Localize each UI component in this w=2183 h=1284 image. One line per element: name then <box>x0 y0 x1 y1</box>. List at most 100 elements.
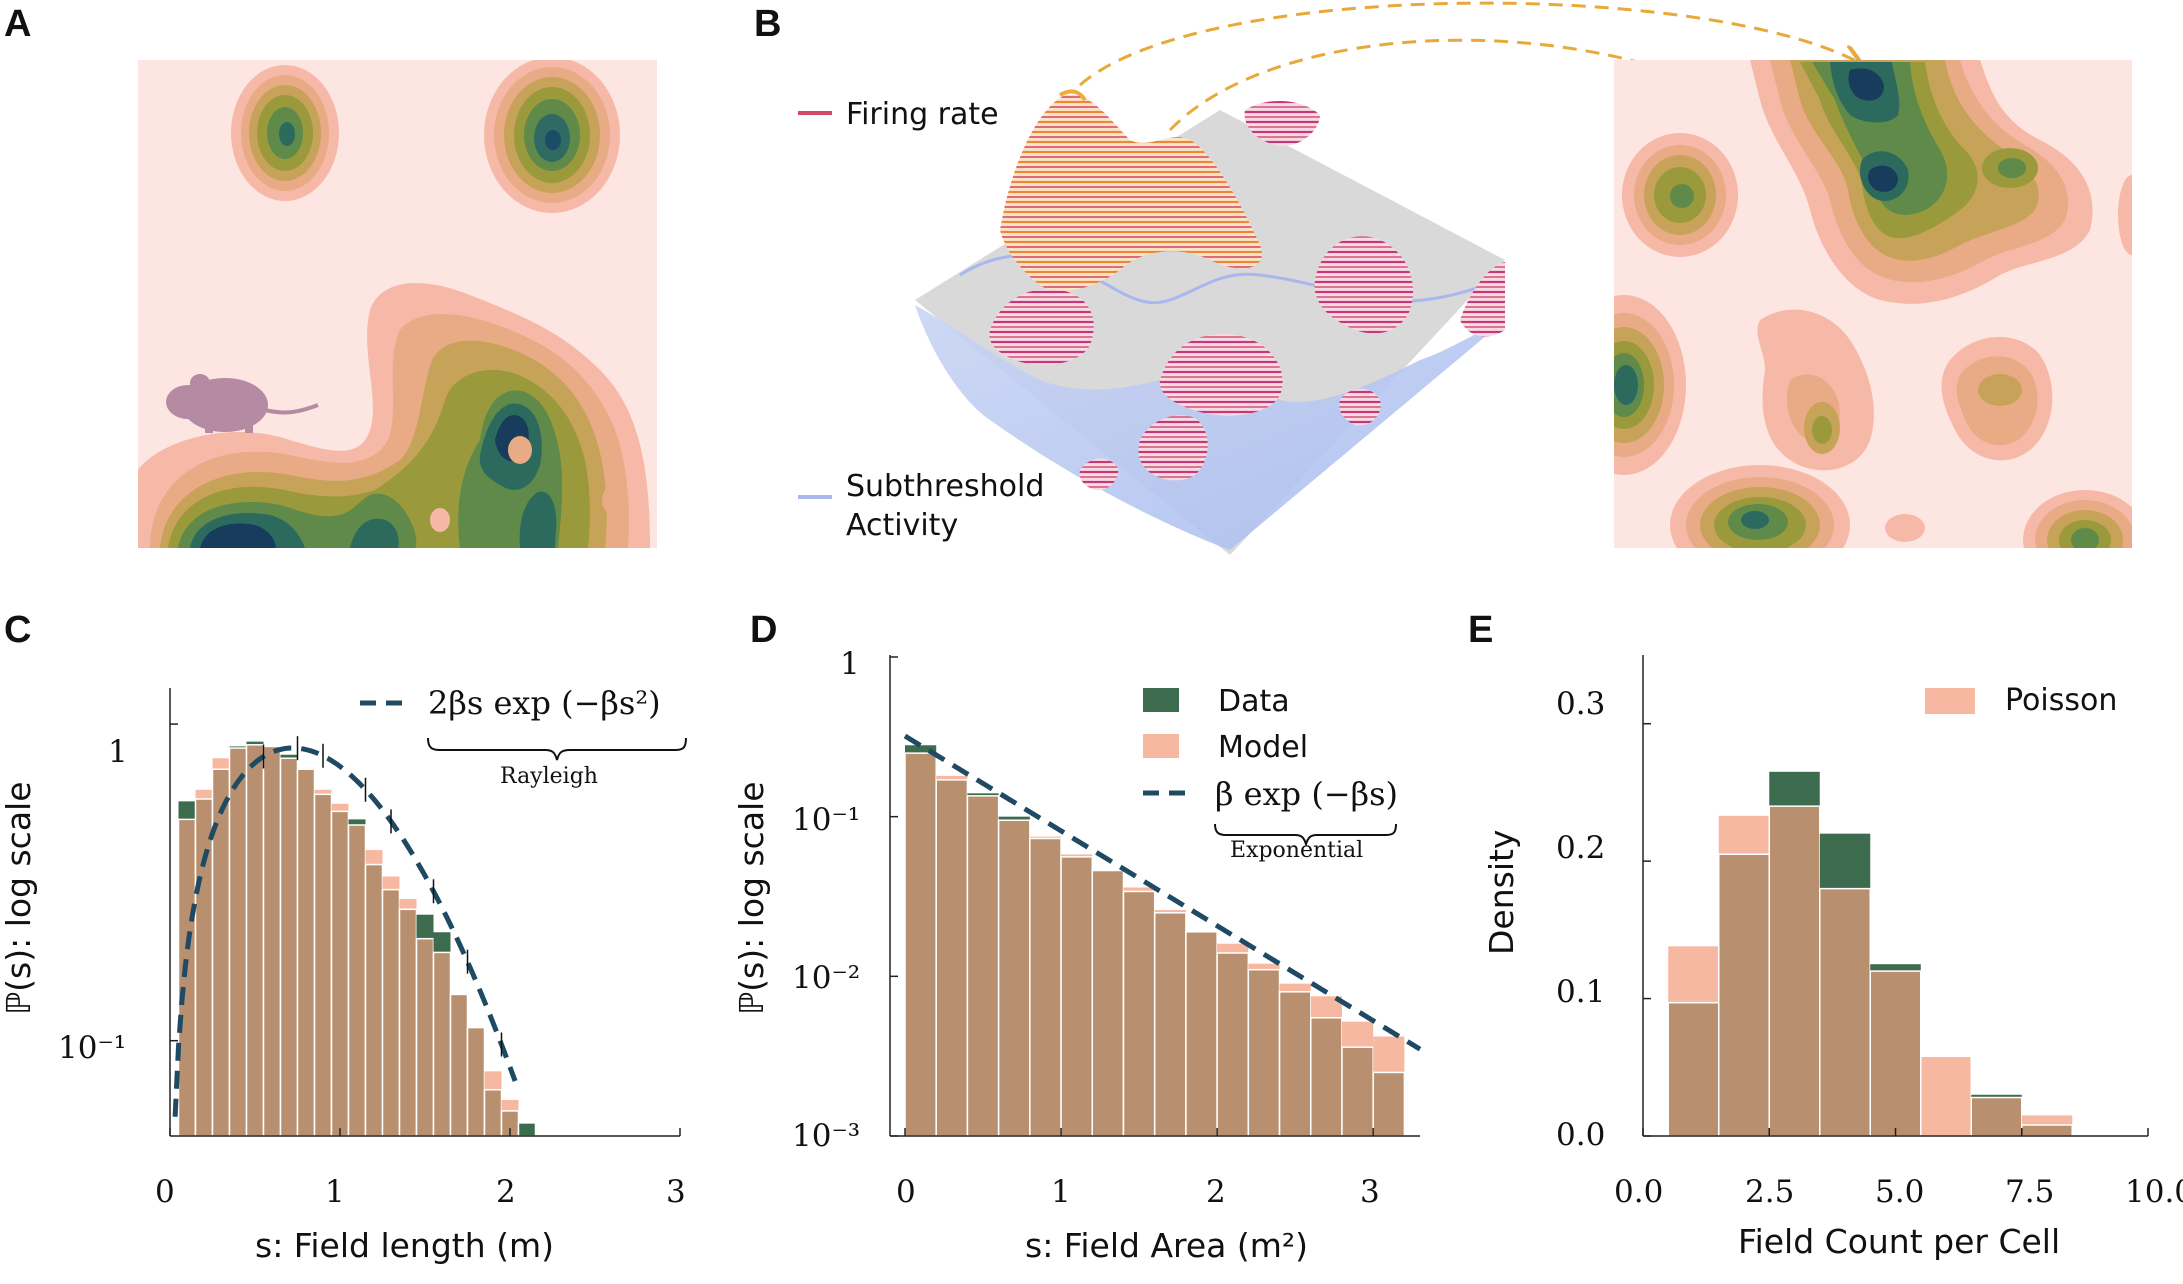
overlap-bar <box>262 745 282 1137</box>
x-axis-label: s: Field length (m) <box>255 1226 554 1265</box>
chart-d: 0 1 2 3 1 10⁻¹ 10⁻² 10⁻³ s: Field Area (… <box>732 646 1422 1265</box>
overlap-bar <box>381 888 401 1137</box>
legend-swatch-model <box>1143 734 1179 758</box>
model-bar <box>331 803 349 812</box>
model-bar <box>399 899 417 910</box>
overlap-bar <box>330 810 350 1137</box>
y-tick-label: 1 <box>108 734 128 770</box>
model-bar <box>1341 1021 1374 1048</box>
panel-a: A <box>4 3 657 548</box>
data-bar <box>1769 771 1820 807</box>
model-bar <box>1061 854 1093 857</box>
overlap-bar <box>432 951 452 1137</box>
model-bar <box>1279 983 1311 992</box>
legend-model-label: Model <box>1218 730 1308 765</box>
overlap-bar <box>2021 1124 2073 1137</box>
legend-b: Firing rate Subthreshold Activity <box>798 97 1044 543</box>
model-bar <box>936 775 968 780</box>
legend-subthreshold-label-1: Subthreshold <box>846 469 1044 504</box>
panel-c: C 0 1 2 3 1 10⁻¹ s: Field length (m) ℙ(s… <box>0 609 687 1265</box>
overlap-bar <box>483 1088 503 1137</box>
y-axis-label: Density <box>1482 830 1521 955</box>
model-bar <box>1217 943 1249 954</box>
overlap-bar <box>904 752 937 1137</box>
overlap-bar <box>1372 1071 1406 1137</box>
x-tick-label: 1 <box>1051 1174 1071 1210</box>
overlap-bar <box>1341 1046 1374 1137</box>
model-bar <box>1668 946 1719 1003</box>
data-bar <box>178 801 196 820</box>
overlap-bar <box>1970 1096 2023 1137</box>
overlap-bar <box>1216 952 1250 1137</box>
y-tick-label: 10⁻² <box>792 960 860 996</box>
overlap-bar <box>245 744 265 1137</box>
place-field <box>231 65 339 201</box>
panel-d: D 0 1 2 3 1 10⁻¹ 10⁻² 10⁻³ s: Field Area… <box>732 609 1422 1265</box>
model-bar <box>2021 1115 2073 1126</box>
y-tick-label: 0.1 <box>1556 974 1605 1010</box>
overlap-bar <box>1310 1017 1343 1137</box>
legend-subthreshold-label-2: Activity <box>846 508 958 543</box>
y-tick-label: 0.2 <box>1556 830 1605 866</box>
overlap-bar <box>1667 1001 1720 1137</box>
overlap-bar <box>398 908 418 1137</box>
overlap-bar <box>1819 887 1871 1137</box>
overlap-bar <box>1029 837 1062 1137</box>
legend-swatch-poisson <box>1925 688 1975 714</box>
model-bar <box>1248 963 1280 970</box>
model-bar <box>1029 836 1062 839</box>
model-bar <box>314 789 332 795</box>
model-bar <box>1310 996 1342 1018</box>
overlap-bar <box>1718 853 1770 1137</box>
overlap-bar <box>966 795 1000 1137</box>
data-bar <box>905 745 937 754</box>
legend-rayleigh-label: Rayleigh <box>500 764 598 789</box>
chart-e-bars <box>1667 771 2073 1137</box>
x-tick-label: 3 <box>1360 1174 1380 1210</box>
rayleigh-fit-line <box>172 745 518 1117</box>
data-bar <box>517 1122 537 1137</box>
place-field-cluster <box>138 283 650 548</box>
overlap-bar <box>415 937 435 1137</box>
data-bar <box>348 819 366 825</box>
chart-d-bars <box>904 745 1406 1137</box>
overlap-bar <box>228 747 248 1137</box>
chart-c-bars <box>177 741 537 1137</box>
x-tick-label: 2.5 <box>1745 1174 1794 1210</box>
overlap-bar <box>1278 991 1312 1137</box>
panel-label-b: B <box>754 3 781 45</box>
model-bar <box>484 1071 502 1090</box>
legend-brace <box>427 737 687 761</box>
y-tick-label: 10⁻³ <box>792 1118 860 1154</box>
x-tick-label: 7.5 <box>2005 1174 2054 1210</box>
exponential-fit-line <box>903 733 1422 1052</box>
y-tick-label: 10⁻¹ <box>792 802 860 838</box>
x-tick-label: 10.0 <box>2125 1174 2183 1210</box>
model-bar <box>1154 910 1186 913</box>
legend-data-label: Data <box>1218 684 1290 719</box>
data-bar <box>967 793 999 796</box>
legend-rayleigh-formula: 2βs exp (−βs²) <box>428 684 661 722</box>
y-axis-label: ℙ(s): log scale <box>732 781 771 1015</box>
model-bar <box>382 876 400 890</box>
chart-e-axes <box>1642 655 2149 1137</box>
legend-firing-label: Firing rate <box>846 97 999 132</box>
model-bar <box>365 850 383 865</box>
legend-exponential-label: Exponential <box>1230 838 1363 863</box>
surface-3d <box>915 89 1505 555</box>
x-tick-label: 2 <box>1206 1174 1226 1210</box>
chart-c-error-bars <box>262 736 503 1057</box>
overlap-bar <box>296 768 316 1137</box>
chart-c-axes <box>169 688 681 1137</box>
model-bar <box>1920 1055 1972 1137</box>
legend-swatch-data <box>1143 688 1179 712</box>
overlap-bar <box>1060 856 1094 1137</box>
overlap-bar <box>1768 805 1821 1137</box>
x-tick-label: 0 <box>896 1174 916 1210</box>
legend-poisson-label: Poisson <box>2005 683 2117 718</box>
x-tick-label: 1 <box>325 1174 345 1210</box>
overlap-bar <box>1091 869 1125 1137</box>
overlap-bar <box>1153 912 1187 1137</box>
panel-label-e: E <box>1468 609 1493 651</box>
